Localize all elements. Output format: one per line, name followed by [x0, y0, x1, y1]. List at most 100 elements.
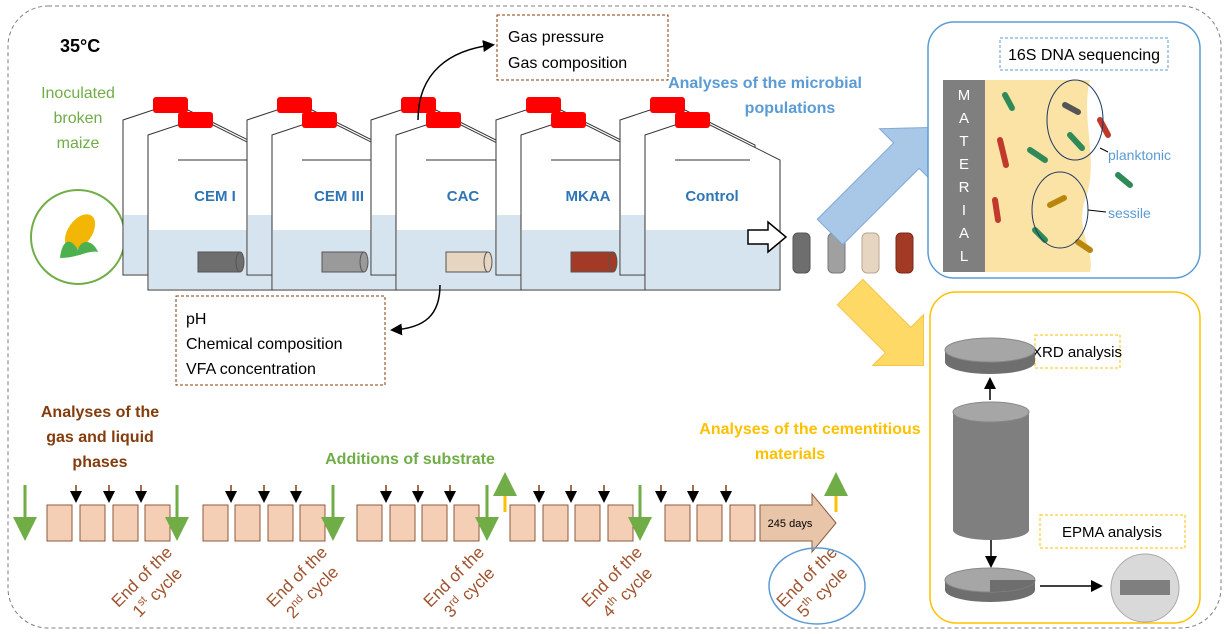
liquid-arrow — [390, 284, 441, 336]
substrate-title: Additions of substrate — [325, 451, 495, 468]
inoculum-line: maize — [57, 135, 100, 152]
gas-liquid-title: Analyses of the — [41, 404, 159, 421]
cap — [302, 112, 337, 128]
cap — [426, 112, 461, 128]
gas-analysis: Gas composition — [508, 55, 627, 72]
shape — [792, 232, 811, 274]
epma: EPMA analysis — [1062, 524, 1162, 541]
cap — [526, 97, 561, 113]
bottles: CEM I CEM III CAC MKAA Control — [122, 97, 781, 291]
cycle-box — [542, 504, 569, 542]
specimen-end — [359, 251, 369, 273]
material-block — [943, 80, 985, 272]
leader — [1099, 147, 1109, 153]
shape — [944, 337, 1036, 363]
gas-analysis: Gas pressure — [508, 29, 604, 46]
xrd-box — [1034, 334, 1121, 369]
epma-disk — [944, 567, 1036, 602]
shape — [1002, 92, 1015, 111]
yellow-arrow — [836, 278, 925, 367]
cycle-box — [112, 504, 139, 542]
shape — [992, 197, 1001, 223]
cycle-box — [299, 504, 326, 542]
shape — [990, 580, 1035, 592]
shape — [953, 520, 1029, 540]
inoculum-line: Inoculated — [41, 85, 115, 102]
specimen — [197, 251, 241, 273]
hollow-arrow — [747, 220, 788, 254]
cementitious-title: materials — [755, 446, 825, 463]
section-sample — [1120, 580, 1170, 595]
cycle-box — [267, 504, 294, 542]
microbial-title: populations — [745, 100, 836, 117]
shape — [953, 412, 1029, 530]
shape — [1027, 147, 1048, 163]
biofilm — [985, 80, 1091, 272]
liquid-box — [175, 295, 386, 386]
shape — [1067, 132, 1085, 151]
cycle-box — [729, 504, 756, 542]
shape — [997, 137, 1009, 168]
xrd: XRD analysis — [1032, 344, 1122, 361]
cap — [650, 97, 685, 113]
planktonic: planktonic — [1108, 147, 1171, 163]
duration: 245 days — [768, 518, 813, 530]
final-cycle-circle — [768, 547, 866, 625]
cylinder — [952, 401, 1030, 540]
cycle-box — [234, 504, 261, 542]
shape — [1075, 239, 1093, 253]
shape — [1115, 172, 1133, 188]
shape — [1047, 195, 1067, 208]
bottle-label: MKAA — [566, 188, 611, 205]
shape — [836, 278, 925, 367]
bottle-label: CEM I — [194, 188, 236, 205]
gas-arrow — [417, 40, 495, 121]
specimen — [445, 251, 489, 273]
method: 16S DNA sequencing — [1008, 47, 1160, 64]
shape — [952, 401, 1030, 423]
cap — [277, 97, 312, 113]
cycle-box — [389, 504, 416, 542]
specimen-end — [235, 251, 245, 273]
shape — [60, 241, 98, 258]
cycle-box — [664, 504, 691, 542]
cycle-box — [421, 504, 448, 542]
gas-liquid-title: gas and liquid — [46, 429, 154, 446]
cycle-box — [509, 504, 536, 542]
cap — [551, 112, 586, 128]
shape — [64, 214, 96, 250]
shape — [895, 232, 914, 274]
liquid-analysis: VFA concentration — [186, 361, 316, 378]
gas-liquid-title: phases — [72, 454, 127, 471]
cap — [153, 97, 188, 113]
cycle-box — [696, 504, 723, 542]
cementitious-title: Analyses of the cementitious — [699, 421, 920, 438]
cycle-box — [607, 504, 634, 542]
specimen-end — [483, 251, 493, 273]
cycle-box — [453, 504, 480, 542]
bottle-label: CEM III — [314, 188, 364, 205]
samples — [792, 232, 914, 274]
shape — [1062, 102, 1081, 115]
cycle-box — [574, 504, 601, 542]
epma-box — [1039, 514, 1186, 549]
gas-box — [496, 14, 669, 81]
bacteria — [992, 92, 1133, 253]
material-label: MATERIAL — [955, 87, 973, 271]
xrd-disk — [944, 337, 1036, 374]
sessile: sessile — [1108, 205, 1151, 221]
inoculum-line: broken — [54, 110, 103, 127]
duration-arrow — [759, 492, 837, 554]
cap — [178, 112, 213, 128]
bottle-label: Control — [685, 188, 738, 205]
cycle-box — [356, 504, 383, 542]
maize-icon — [60, 214, 98, 258]
leader — [1087, 209, 1107, 213]
outer-border — [7, 5, 1222, 629]
